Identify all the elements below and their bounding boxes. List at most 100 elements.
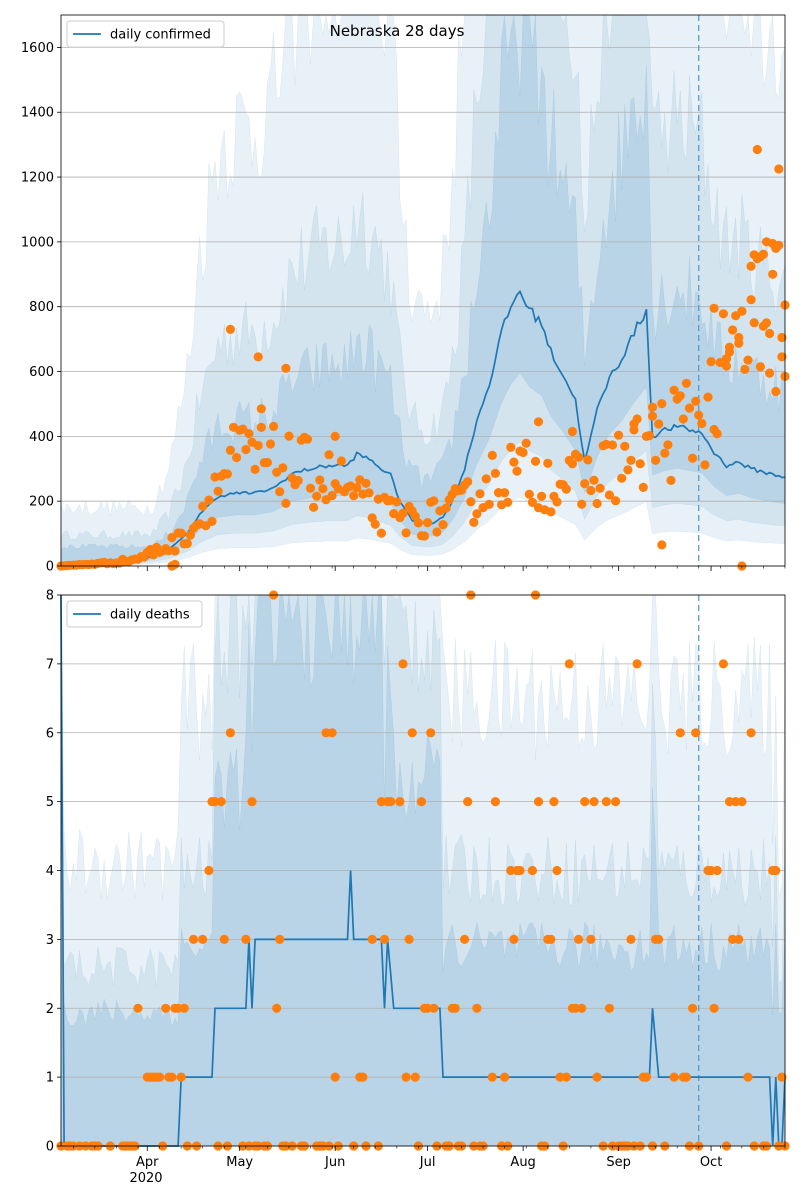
confirmed-point: [644, 431, 655, 441]
confirmed-point: [484, 499, 494, 509]
confirmed-point: [490, 468, 500, 478]
y-tick-label: 8: [46, 589, 54, 604]
deaths-point: [426, 728, 436, 738]
confirmed-point: [706, 357, 716, 367]
deaths-point: [460, 934, 470, 945]
confirmed-point: [472, 509, 482, 519]
confirmed-point: [691, 396, 701, 406]
confirmed-legend-box: [66, 20, 225, 48]
confirmed-point: [302, 434, 313, 444]
confirmed-point: [638, 482, 648, 492]
confirmed-point: [629, 425, 639, 435]
confirmed-point: [305, 483, 316, 493]
deaths-point: [179, 1003, 189, 1013]
confirmed-point: [681, 378, 692, 388]
y-tick-label: 400: [29, 430, 54, 445]
deaths-point: [241, 934, 251, 945]
confirmed-point: [475, 489, 485, 499]
confirmed-point: [586, 485, 596, 496]
deaths-point: [275, 934, 285, 945]
confirmed-point: [487, 450, 497, 460]
deaths-point: [509, 934, 519, 945]
confirmed-point: [349, 491, 359, 501]
confirmed-point: [330, 431, 340, 441]
deaths-point: [712, 865, 722, 876]
confirmed-point: [185, 530, 195, 540]
confirmed-point: [657, 399, 667, 409]
deaths-point: [743, 1072, 753, 1082]
confirmed-point: [743, 355, 753, 365]
y-tick-label: 3: [46, 933, 54, 948]
confirmed-point: [207, 516, 217, 527]
confirmed-point: [509, 457, 519, 467]
confirmed-point: [620, 441, 630, 451]
confirmed-point: [746, 261, 756, 271]
deaths-point: [688, 1003, 698, 1013]
confirmed-panel: 0 200 400 600 800 1000 1200 1400 1600 Nebraska 2…: [21, 14, 790, 575]
confirmed-point: [774, 164, 784, 174]
deaths-point: [777, 1072, 787, 1082]
deaths-point: [577, 1003, 587, 1013]
deaths-x-axis: Apr May Jun Jul Aug Sep Oct: [73, 1146, 786, 1170]
confirmed-point: [441, 503, 451, 513]
confirmed-point: [376, 528, 386, 538]
y-tick-label: 0: [46, 1140, 54, 1155]
y-tick-label: 5: [46, 795, 54, 810]
confirmed-point: [241, 444, 251, 455]
confirmed-point: [561, 484, 571, 494]
confirmed-point: [737, 306, 747, 316]
confirmed-point: [256, 404, 266, 414]
confirmed-point: [527, 497, 538, 507]
y-tick-label: 7: [46, 657, 54, 672]
deaths-point: [204, 865, 214, 876]
confirmed-point: [617, 473, 627, 483]
confirmed-point: [654, 419, 664, 429]
confirmed-point: [614, 430, 624, 440]
confirmed-point: [225, 445, 235, 455]
deaths-point: [533, 797, 544, 807]
confirmed-plot-background: [61, 15, 785, 566]
confirmed-point: [734, 332, 744, 343]
confirmed-point: [623, 465, 633, 475]
confirmed-point: [232, 452, 242, 463]
deaths-point: [675, 728, 685, 738]
confirmed-point: [222, 469, 232, 479]
deaths-point: [416, 797, 427, 807]
confirmed-point: [749, 318, 759, 328]
deaths-point: [450, 1003, 460, 1013]
y-tick-label: 2: [46, 1002, 54, 1017]
confirmed-point: [170, 559, 180, 570]
deaths-point: [367, 934, 377, 945]
y-tick-label: 600: [29, 365, 54, 380]
deaths-point: [247, 797, 257, 807]
confirmed-point: [777, 332, 787, 343]
confirmed-point: [198, 501, 208, 511]
x-tick-label: Aug: [510, 1155, 535, 1170]
confirmed-point: [537, 491, 547, 501]
confirmed-point: [256, 422, 266, 432]
confirmed-point: [503, 497, 513, 507]
confirmed-point: [728, 325, 738, 335]
confirmed-point: [284, 431, 294, 441]
confirmed-point: [506, 442, 516, 452]
deaths-point: [589, 797, 599, 807]
confirmed-point: [684, 403, 695, 413]
x-tick-label: Jun: [324, 1155, 345, 1170]
confirmed-point: [253, 440, 263, 451]
confirmed-point: [589, 475, 599, 485]
deaths-point: [632, 659, 642, 669]
deaths-point: [746, 728, 756, 738]
deaths-legend-label: daily deaths: [110, 608, 190, 623]
y-tick-label: 1: [46, 1071, 54, 1086]
confirmed-point: [176, 528, 186, 538]
confirmed-point: [583, 455, 593, 465]
deaths-panel: 0 1 2 3 4 5 6 7 8 Apr May Jun Jul Aug Sep Oct 2020 dai…: [46, 589, 790, 1186]
confirmed-point: [269, 421, 279, 431]
deaths-point: [592, 1072, 602, 1082]
confirmed-point: [755, 362, 766, 372]
confirmed-point: [669, 385, 679, 395]
confirmed-points: [56, 144, 790, 571]
deaths-point: [410, 1072, 420, 1082]
confirmed-point: [688, 453, 698, 463]
confirmed-point: [327, 490, 337, 501]
